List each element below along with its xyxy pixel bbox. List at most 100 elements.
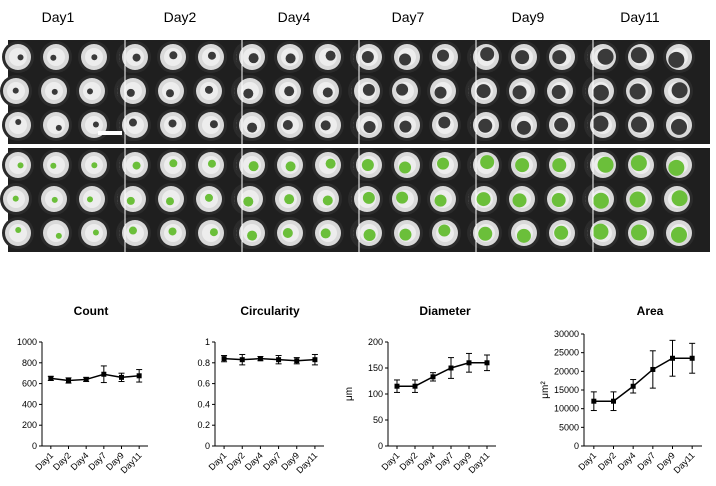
segmentation-mask: [399, 161, 412, 174]
segmentation-mask: [248, 161, 259, 172]
y-tick-label: 25000: [554, 348, 579, 358]
day-label-1: Day1: [42, 9, 75, 25]
x-tick-label: Day2: [51, 450, 73, 472]
segmentation-mask: [92, 229, 99, 236]
segmentation-mask: [322, 195, 333, 206]
y-tick-label: 150: [368, 363, 383, 373]
segmentation-mask: [17, 162, 24, 169]
series-line: [224, 357, 315, 362]
x-tick-label: Day4: [69, 450, 91, 472]
charts: Count02004006008001000Day1Day2Day4Day7Da…: [17, 304, 702, 475]
y-tick-label: 15000: [554, 385, 579, 395]
y-tick-label: 200: [368, 337, 383, 347]
well-center: [9, 116, 27, 134]
spheroid: [247, 122, 258, 133]
data-point: [239, 357, 245, 363]
segmentation-mask: [209, 228, 218, 237]
spheroid: [551, 85, 566, 100]
segmentation-mask: [592, 223, 609, 240]
data-point: [448, 365, 454, 371]
chart-title: Area: [637, 304, 664, 318]
segmentation-mask: [169, 159, 178, 168]
y-axis-label: μm: [344, 387, 355, 401]
segmentation-mask: [168, 227, 177, 236]
y-tick-label: 10000: [554, 404, 579, 414]
data-point: [466, 360, 472, 366]
day-labels: Day1 Day2 Day4 Day7 Day9 Day11: [42, 9, 660, 25]
segmentation-mask: [207, 159, 216, 168]
segmentation-mask: [282, 227, 293, 238]
segmentation-mask: [165, 197, 174, 206]
segmentation-mask: [399, 228, 412, 241]
x-tick-label: Day1: [33, 450, 55, 472]
spheroid: [169, 51, 178, 60]
day-label-3: Day4: [278, 9, 311, 25]
data-point: [650, 366, 656, 372]
segmentation-mask: [247, 230, 258, 241]
spheroid: [165, 89, 174, 98]
spheroid: [284, 86, 295, 97]
x-tick-label: Day7: [433, 450, 455, 472]
spheroid: [243, 88, 254, 99]
day-label-4: Day7: [392, 9, 425, 25]
spheroid: [515, 50, 530, 65]
x-tick-label: Day7: [261, 450, 283, 472]
spheroid: [132, 53, 141, 62]
chart-title: Circularity: [240, 304, 300, 318]
y-tick-label: 100: [368, 389, 383, 399]
panel-gap: [8, 144, 710, 148]
spheroid: [12, 87, 19, 94]
y-tick-label: 0: [574, 441, 579, 451]
segmentation-mask: [15, 227, 22, 234]
segmentation-mask: [668, 159, 685, 176]
y-tick-label: 800: [22, 358, 37, 368]
spheroid: [282, 119, 293, 130]
segmentation-mask: [50, 162, 57, 169]
spheroid: [51, 88, 58, 95]
spheroid: [478, 118, 493, 133]
spheroid: [207, 51, 216, 60]
spheroid: [126, 88, 135, 97]
segmentation-mask: [363, 228, 376, 241]
spheroid: [554, 117, 569, 132]
segmentation-mask: [243, 196, 254, 207]
spheroid: [285, 53, 296, 64]
spheroid: [399, 53, 412, 66]
series-line: [50, 373, 140, 382]
spheroid: [480, 47, 495, 62]
x-tick-label: Day7: [86, 450, 108, 472]
segmentation-mask: [396, 191, 409, 204]
segmentation-mask: [551, 193, 566, 208]
segmentation-mask: [630, 224, 647, 241]
day-label-5: Day9: [512, 9, 545, 25]
well-center: [47, 224, 65, 242]
data-point: [591, 398, 597, 404]
data-point: [484, 360, 490, 366]
spheroid: [396, 83, 409, 96]
spheroid: [592, 115, 609, 132]
chart-circularity: Circularity00.20.40.60.81Day1Day2Day4Day…: [197, 304, 324, 475]
segmentation-mask: [325, 158, 336, 169]
segmentation-mask: [204, 193, 213, 202]
y-tick-label: 20000: [554, 366, 579, 376]
spheroid: [363, 120, 376, 133]
spheroid: [438, 116, 451, 129]
chart-title: Diameter: [419, 304, 471, 318]
data-point: [670, 355, 675, 361]
segmentation-mask: [671, 190, 688, 207]
data-point: [101, 371, 107, 377]
chart-diameter: Diameter050100150200Day1Day2Day4Day7Day9…: [344, 304, 496, 475]
spheroid: [670, 118, 687, 135]
y-tick-label: 400: [22, 399, 37, 409]
segmentation-mask: [630, 155, 647, 172]
y-axis-label: μm²: [540, 381, 551, 399]
segmentation-mask: [438, 224, 451, 237]
spheroid: [168, 119, 177, 128]
spheroid: [671, 82, 688, 99]
x-tick-label: Day1: [576, 450, 598, 472]
data-point: [66, 377, 71, 383]
data-point: [276, 357, 282, 363]
y-tick-label: 30000: [554, 329, 579, 339]
x-tick-label: Day2: [225, 450, 247, 472]
segmentation-mask: [126, 196, 135, 205]
